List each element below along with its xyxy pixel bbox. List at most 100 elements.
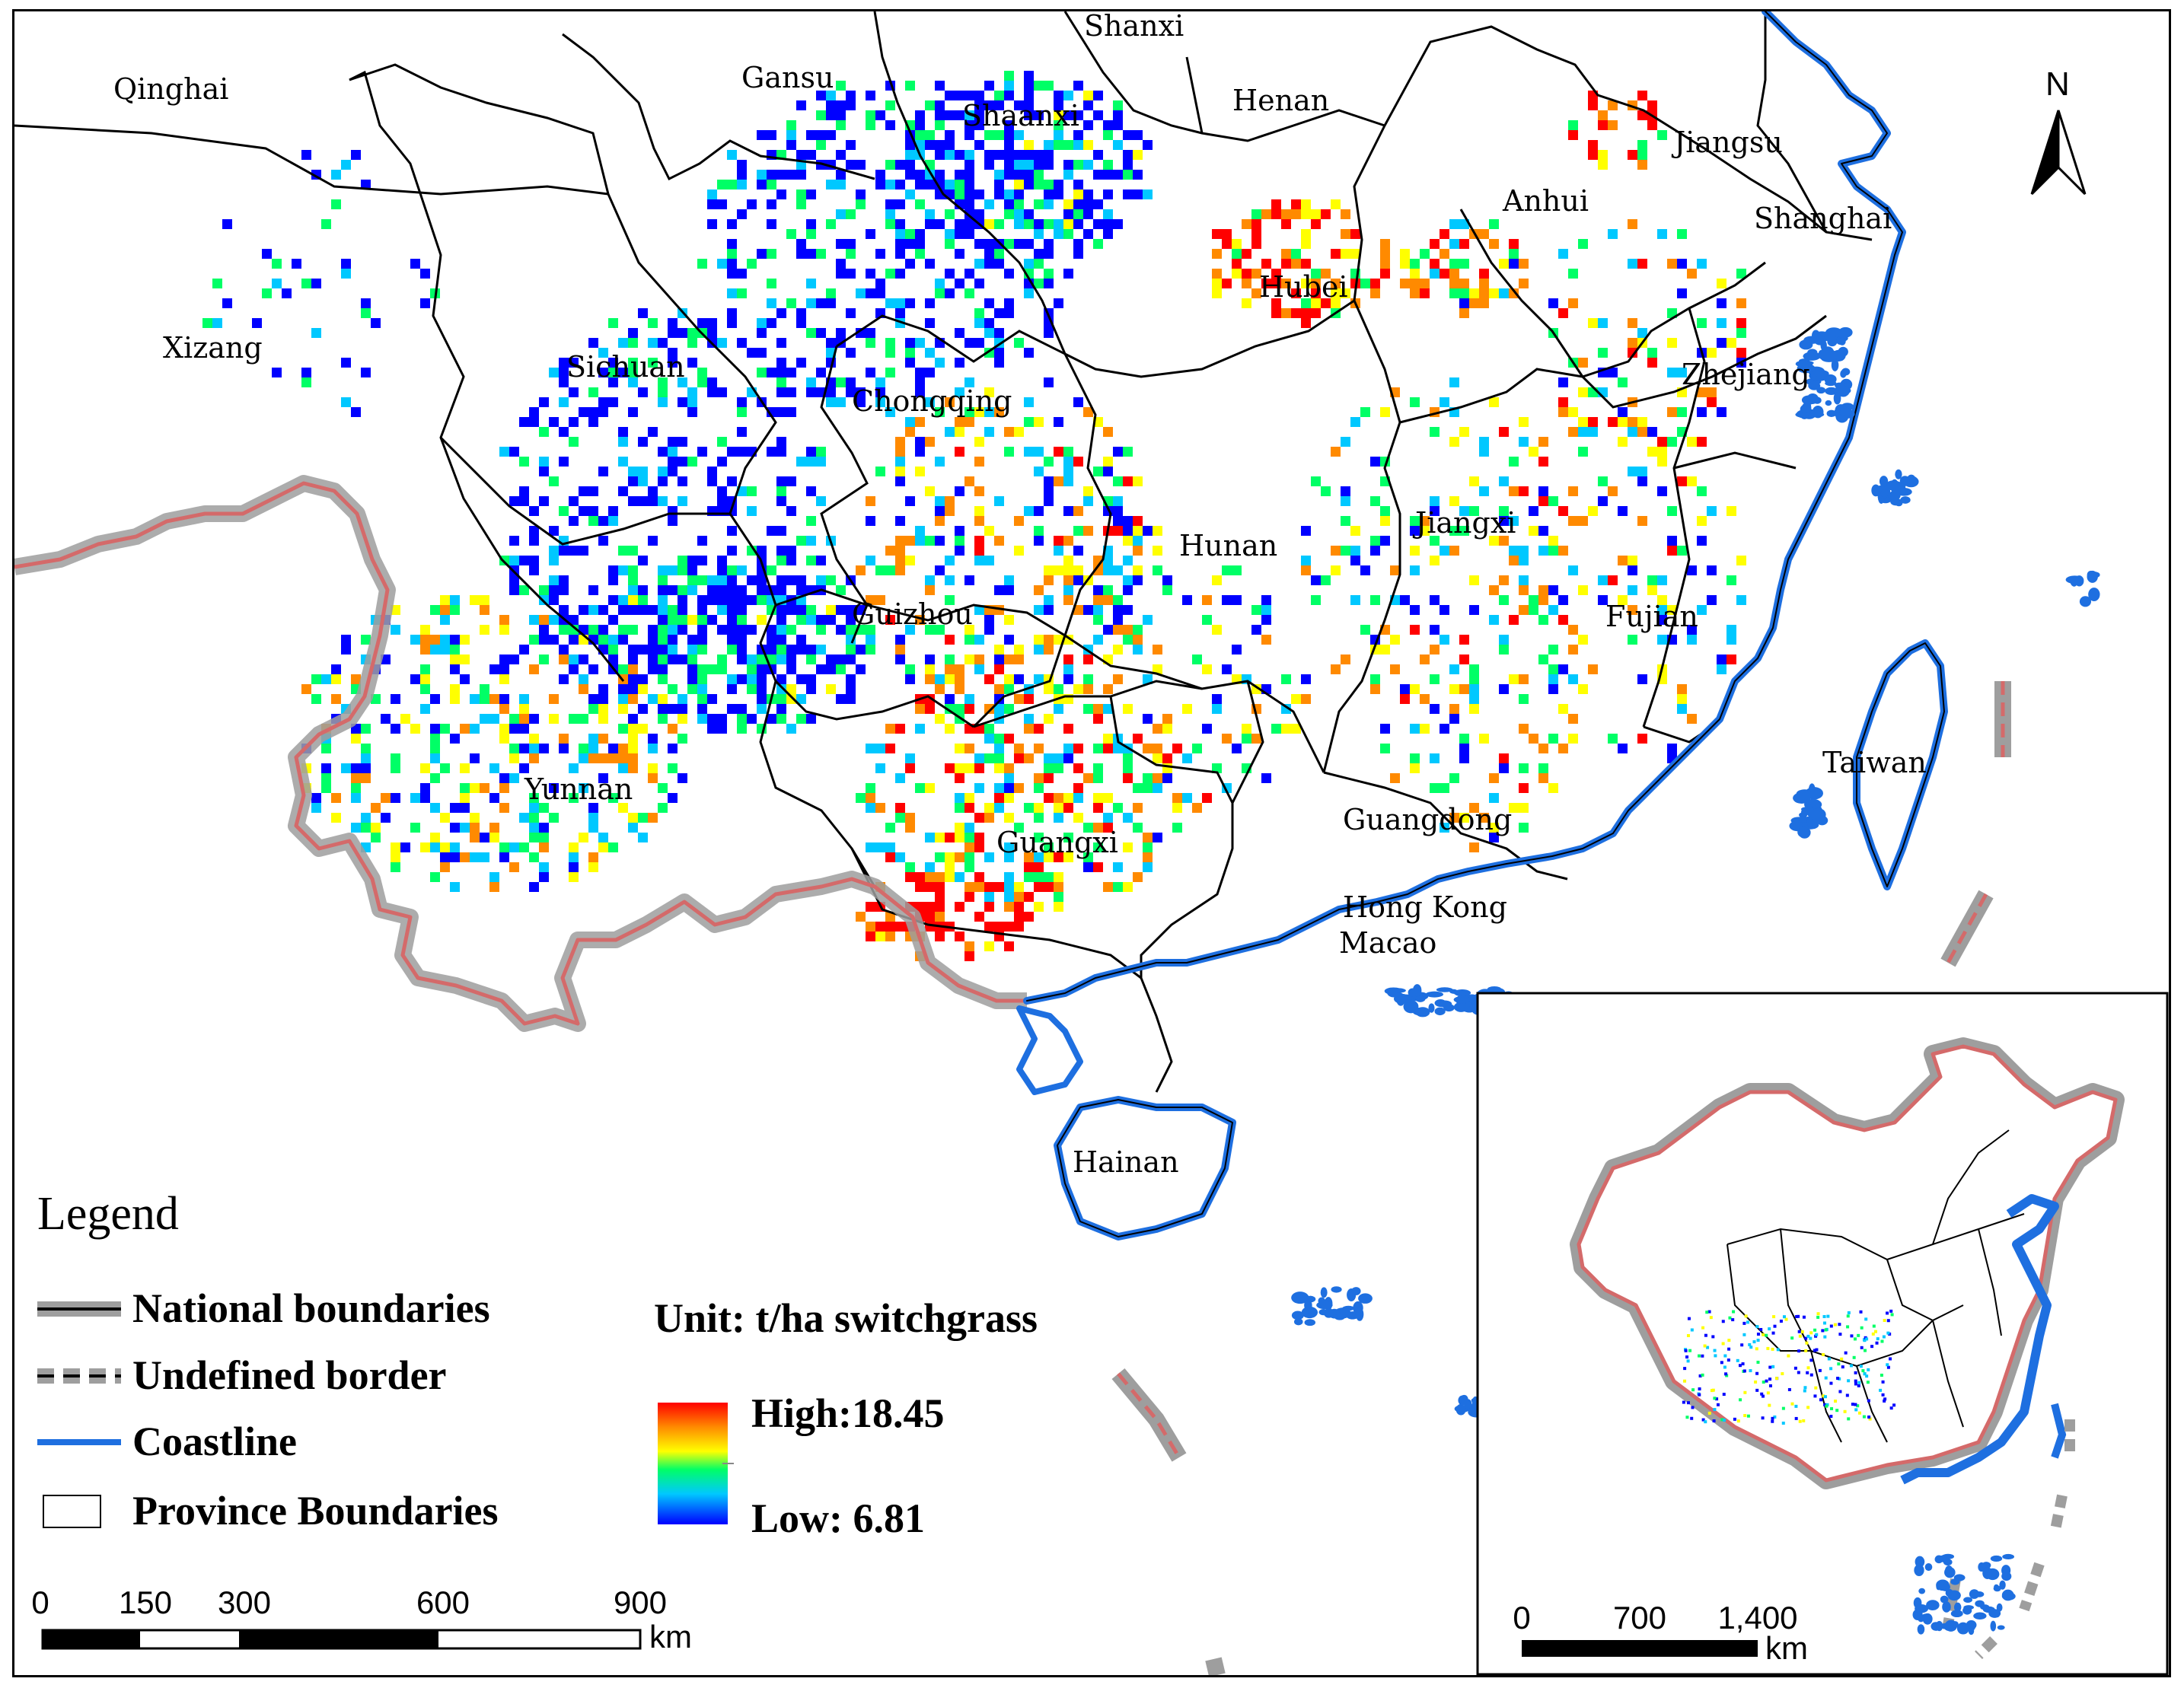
grid-cell [1014, 130, 1024, 140]
inset-cell [1814, 1386, 1818, 1390]
grid-cell [796, 674, 806, 684]
grid-cell [915, 110, 925, 120]
grid-cell [539, 625, 549, 635]
grid-cell [569, 387, 579, 397]
grid-cell [816, 328, 826, 338]
grid-cell [579, 783, 588, 793]
grid-cell [1123, 635, 1133, 645]
grid-cell [866, 922, 875, 932]
grid-cell [1044, 714, 1054, 724]
grid-cell [1548, 585, 1558, 595]
grid-cell [588, 753, 598, 763]
grid-cell [598, 536, 608, 546]
grid-cell [1608, 100, 1618, 110]
grid-cell [1548, 783, 1558, 793]
grid-cell [796, 150, 806, 160]
grid-cell [964, 951, 974, 961]
grid-cell [727, 239, 737, 249]
grid-cell [668, 516, 678, 526]
grid-cell [1697, 387, 1707, 397]
grid-cell [697, 575, 707, 585]
grid-cell [1222, 239, 1232, 249]
grid-cell [668, 744, 678, 753]
grid-cell [1588, 140, 1598, 150]
island [1808, 381, 1821, 390]
grid-cell [1133, 516, 1143, 526]
grid-cell [1341, 209, 1350, 219]
grid-cell [727, 575, 737, 585]
grid-cell [964, 199, 974, 209]
grid-cell [836, 377, 846, 387]
grid-cell [1004, 872, 1014, 882]
inset-cell [1698, 1374, 1702, 1377]
inset-cell [1768, 1384, 1772, 1387]
grid-cell [1063, 654, 1073, 664]
grid-cell [885, 338, 895, 348]
inset-cell [1701, 1418, 1705, 1422]
grid-cell [1499, 753, 1509, 763]
grid-cell [905, 358, 915, 368]
grid-cell [1420, 249, 1430, 259]
grid-cell [1568, 734, 1578, 744]
grid-cell [925, 368, 935, 377]
grid-cell [776, 407, 786, 417]
grid-cell [1004, 150, 1014, 160]
grid-cell [1568, 120, 1578, 130]
grid-cell [1459, 239, 1469, 249]
grid-cell [1063, 447, 1073, 457]
grid-cell [1311, 298, 1321, 308]
grid-cell [1519, 486, 1529, 496]
grid-cell [727, 318, 737, 328]
grid-cell [1083, 229, 1093, 239]
grid-cell [776, 694, 786, 704]
grid-cell [1449, 279, 1459, 288]
grid-cell [935, 170, 945, 180]
inset-cell [1886, 1319, 1890, 1323]
grid-cell [430, 645, 440, 654]
grid-cell [1251, 219, 1261, 229]
grid-cell [747, 199, 757, 209]
grid-cell [915, 239, 925, 249]
grid-cell [1420, 288, 1430, 298]
grid-cell [866, 368, 875, 377]
grid-cell [974, 318, 984, 328]
grid-cell [687, 575, 697, 585]
grid-cell [1083, 120, 1093, 130]
inset-cell [1827, 1357, 1831, 1361]
grid-cell [1598, 150, 1608, 160]
grid-cell [1558, 615, 1568, 625]
grid-cell [964, 862, 974, 872]
grid-cell [895, 229, 905, 239]
grid-cell [1073, 130, 1083, 140]
grid-cell [1598, 120, 1608, 130]
grid-cell [1093, 773, 1103, 783]
inset-cell [1686, 1401, 1690, 1405]
grid-cell [618, 605, 628, 615]
grid-cell [687, 635, 697, 645]
grid-cell [1073, 199, 1083, 209]
grid-cell [1410, 763, 1420, 773]
grid-cell [588, 516, 598, 526]
grid-cell [480, 605, 489, 615]
grid-cell [1103, 556, 1113, 565]
grid-cell [697, 704, 707, 714]
grid-cell [1400, 595, 1410, 605]
grid-cell [925, 833, 935, 842]
grid-cell [1063, 476, 1073, 486]
grid-cell [1054, 110, 1063, 120]
grid-cell [628, 338, 638, 348]
grid-cell [470, 813, 480, 823]
grid-cell [786, 724, 796, 734]
grid-cell [1440, 269, 1449, 279]
grid-cell [806, 219, 816, 229]
grid-cell [1034, 585, 1044, 595]
grid-cell [737, 407, 747, 417]
grid-cell [767, 180, 776, 190]
grid-cell [866, 338, 875, 348]
grid-cell [658, 635, 668, 645]
grid-cell [955, 358, 964, 368]
grid-cell [202, 318, 212, 328]
grid-cell [816, 130, 826, 140]
grid-cell [935, 457, 945, 467]
grid-cell [984, 734, 994, 744]
